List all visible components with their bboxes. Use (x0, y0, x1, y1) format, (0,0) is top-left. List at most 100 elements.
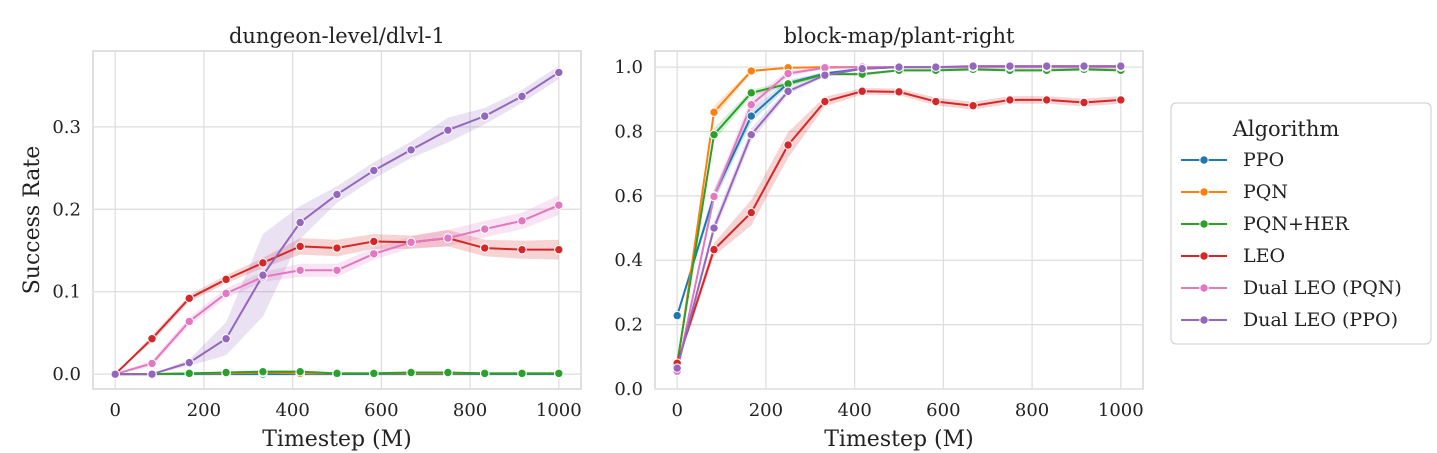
point-dual-leo-pqn (295, 265, 305, 275)
point-dual-leo-ppo (746, 129, 756, 140)
point-dual-leo-ppo (517, 91, 527, 102)
band-dual-leo-ppo (115, 65, 559, 375)
band-leo (115, 229, 559, 375)
y-tick-label: 0.6 (614, 186, 643, 207)
y-tick-label: 0.2 (614, 315, 643, 336)
point-dual-leo-pqn (517, 216, 527, 226)
point-dual-leo-ppo (258, 270, 268, 280)
point-leo (295, 241, 305, 252)
point-pqn-her (332, 368, 342, 379)
point-leo (147, 334, 157, 344)
legend-label: Dual LEO (PPO) (1243, 309, 1398, 331)
point-pqn-her (746, 88, 756, 98)
point-dual-leo-ppo (184, 357, 194, 368)
point-dual-leo-ppo (480, 111, 490, 121)
x-tick-labels: 0 200 400 600 800 1000 (671, 400, 1143, 421)
point-pqn-her (406, 367, 416, 378)
point-dual-leo-ppo (332, 189, 342, 200)
point-leo (894, 87, 904, 97)
point-leo (332, 243, 342, 253)
legend-swatch-marker (1199, 219, 1209, 229)
point-dual-leo-ppo (295, 217, 305, 228)
confidence-bands (677, 65, 1121, 373)
point-dual-leo-ppo (709, 223, 719, 233)
x-tick-label: 600 (364, 400, 398, 421)
point-pqn-her (369, 368, 379, 379)
point-dual-leo-pqn (184, 316, 194, 327)
legend-item-pqn-her: PQN+HER (1181, 213, 1349, 235)
y-tick-label: 0.2 (52, 199, 81, 220)
point-dual-leo-ppo (554, 67, 564, 78)
legend-item-dual-leo-pqn: Dual LEO (PQN) (1181, 277, 1402, 299)
x-tick-label: 0 (671, 400, 682, 421)
point-dual-leo-ppo (443, 125, 453, 135)
x-tick-label: 200 (749, 400, 783, 421)
point-leo (1005, 95, 1015, 105)
point-dual-leo-ppo (1005, 61, 1015, 71)
point-pqn (709, 107, 719, 117)
point-dual-leo-ppo (783, 86, 793, 96)
point-leo (184, 293, 194, 304)
point-leo (1116, 95, 1126, 105)
y-tick-label: 0.0 (614, 379, 643, 400)
y-tick-labels: 0.0 0.2 0.4 0.6 0.8 1.0 (614, 57, 643, 400)
point-dual-leo-pqn (554, 200, 564, 210)
x-tick-label: 1000 (1098, 400, 1144, 421)
legend-frame (1170, 102, 1432, 345)
point-leo (258, 258, 268, 268)
point-pqn-her (480, 368, 490, 379)
point-pqn-her (554, 368, 564, 379)
point-leo (709, 244, 719, 255)
point-pqn-her (709, 129, 719, 140)
point-dual-leo-ppo (1116, 61, 1126, 71)
point-leo (1079, 97, 1089, 108)
x-tick-label: 0 (109, 400, 120, 421)
point-dual-leo-ppo (931, 62, 941, 72)
legend-item-pqn: PQN (1181, 181, 1288, 203)
point-leo (931, 96, 941, 107)
point-leo (554, 244, 564, 255)
legend-swatch-marker (1199, 187, 1209, 197)
legend-label: LEO (1243, 245, 1285, 267)
point-pqn-her (443, 367, 453, 378)
chart-panel-block-map: block-map/plant-right 0 200 400 600 800 1000 … (614, 24, 1143, 452)
x-tick-label: 400 (275, 400, 309, 421)
y-tick-label: 0.3 (52, 117, 81, 138)
point-dual-leo-ppo (1042, 61, 1052, 71)
point-leo (517, 244, 527, 255)
x-tick-label: 600 (926, 400, 960, 421)
point-leo (746, 207, 756, 218)
legend-swatch-marker (1199, 315, 1209, 325)
point-dual-leo-pqn (332, 265, 342, 275)
legend-label: Dual LEO (PQN) (1243, 277, 1402, 299)
point-pqn-her (295, 366, 305, 377)
band-leo (677, 88, 1121, 367)
point-leo (221, 274, 231, 285)
legend-label: PPO (1243, 149, 1284, 171)
x-tick-label: 800 (453, 400, 487, 421)
chart-title: dungeon-level/dlvl-1 (229, 24, 445, 48)
point-leo (783, 140, 793, 150)
point-dual-leo-ppo (110, 369, 120, 379)
legend: Algorithm PPO PQN PQN+HER LEO Dual LEO (PQN)… (1170, 102, 1432, 345)
legend-swatch-marker (1199, 251, 1209, 261)
legend-swatch-marker (1199, 155, 1209, 165)
series-markers (672, 61, 1126, 376)
point-dual-leo-ppo (820, 70, 830, 80)
point-dual-leo-ppo (968, 61, 978, 71)
point-dual-leo-ppo (857, 64, 867, 74)
point-dual-leo-ppo (894, 62, 904, 72)
legend-title: Algorithm (1232, 117, 1340, 141)
point-dual-leo-pqn (147, 358, 157, 369)
legend-label: PQN+HER (1243, 213, 1349, 235)
x-tick-labels: 0 200 400 600 800 1000 (109, 400, 581, 421)
point-ppo (746, 111, 756, 121)
x-axis-label: Timestep (M) (262, 427, 412, 452)
chart-panel-dungeon-level: dungeon-level/dlvl-1 0 200 400 600 800 1000 0… (20, 24, 582, 452)
legend-item-dual-leo-ppo: Dual LEO (PPO) (1181, 309, 1398, 331)
point-dual-leo-ppo (672, 363, 682, 373)
y-tick-labels: 0.0 0.1 0.2 0.3 (52, 117, 81, 385)
point-leo (968, 101, 978, 111)
point-dual-leo-pqn (221, 288, 231, 299)
